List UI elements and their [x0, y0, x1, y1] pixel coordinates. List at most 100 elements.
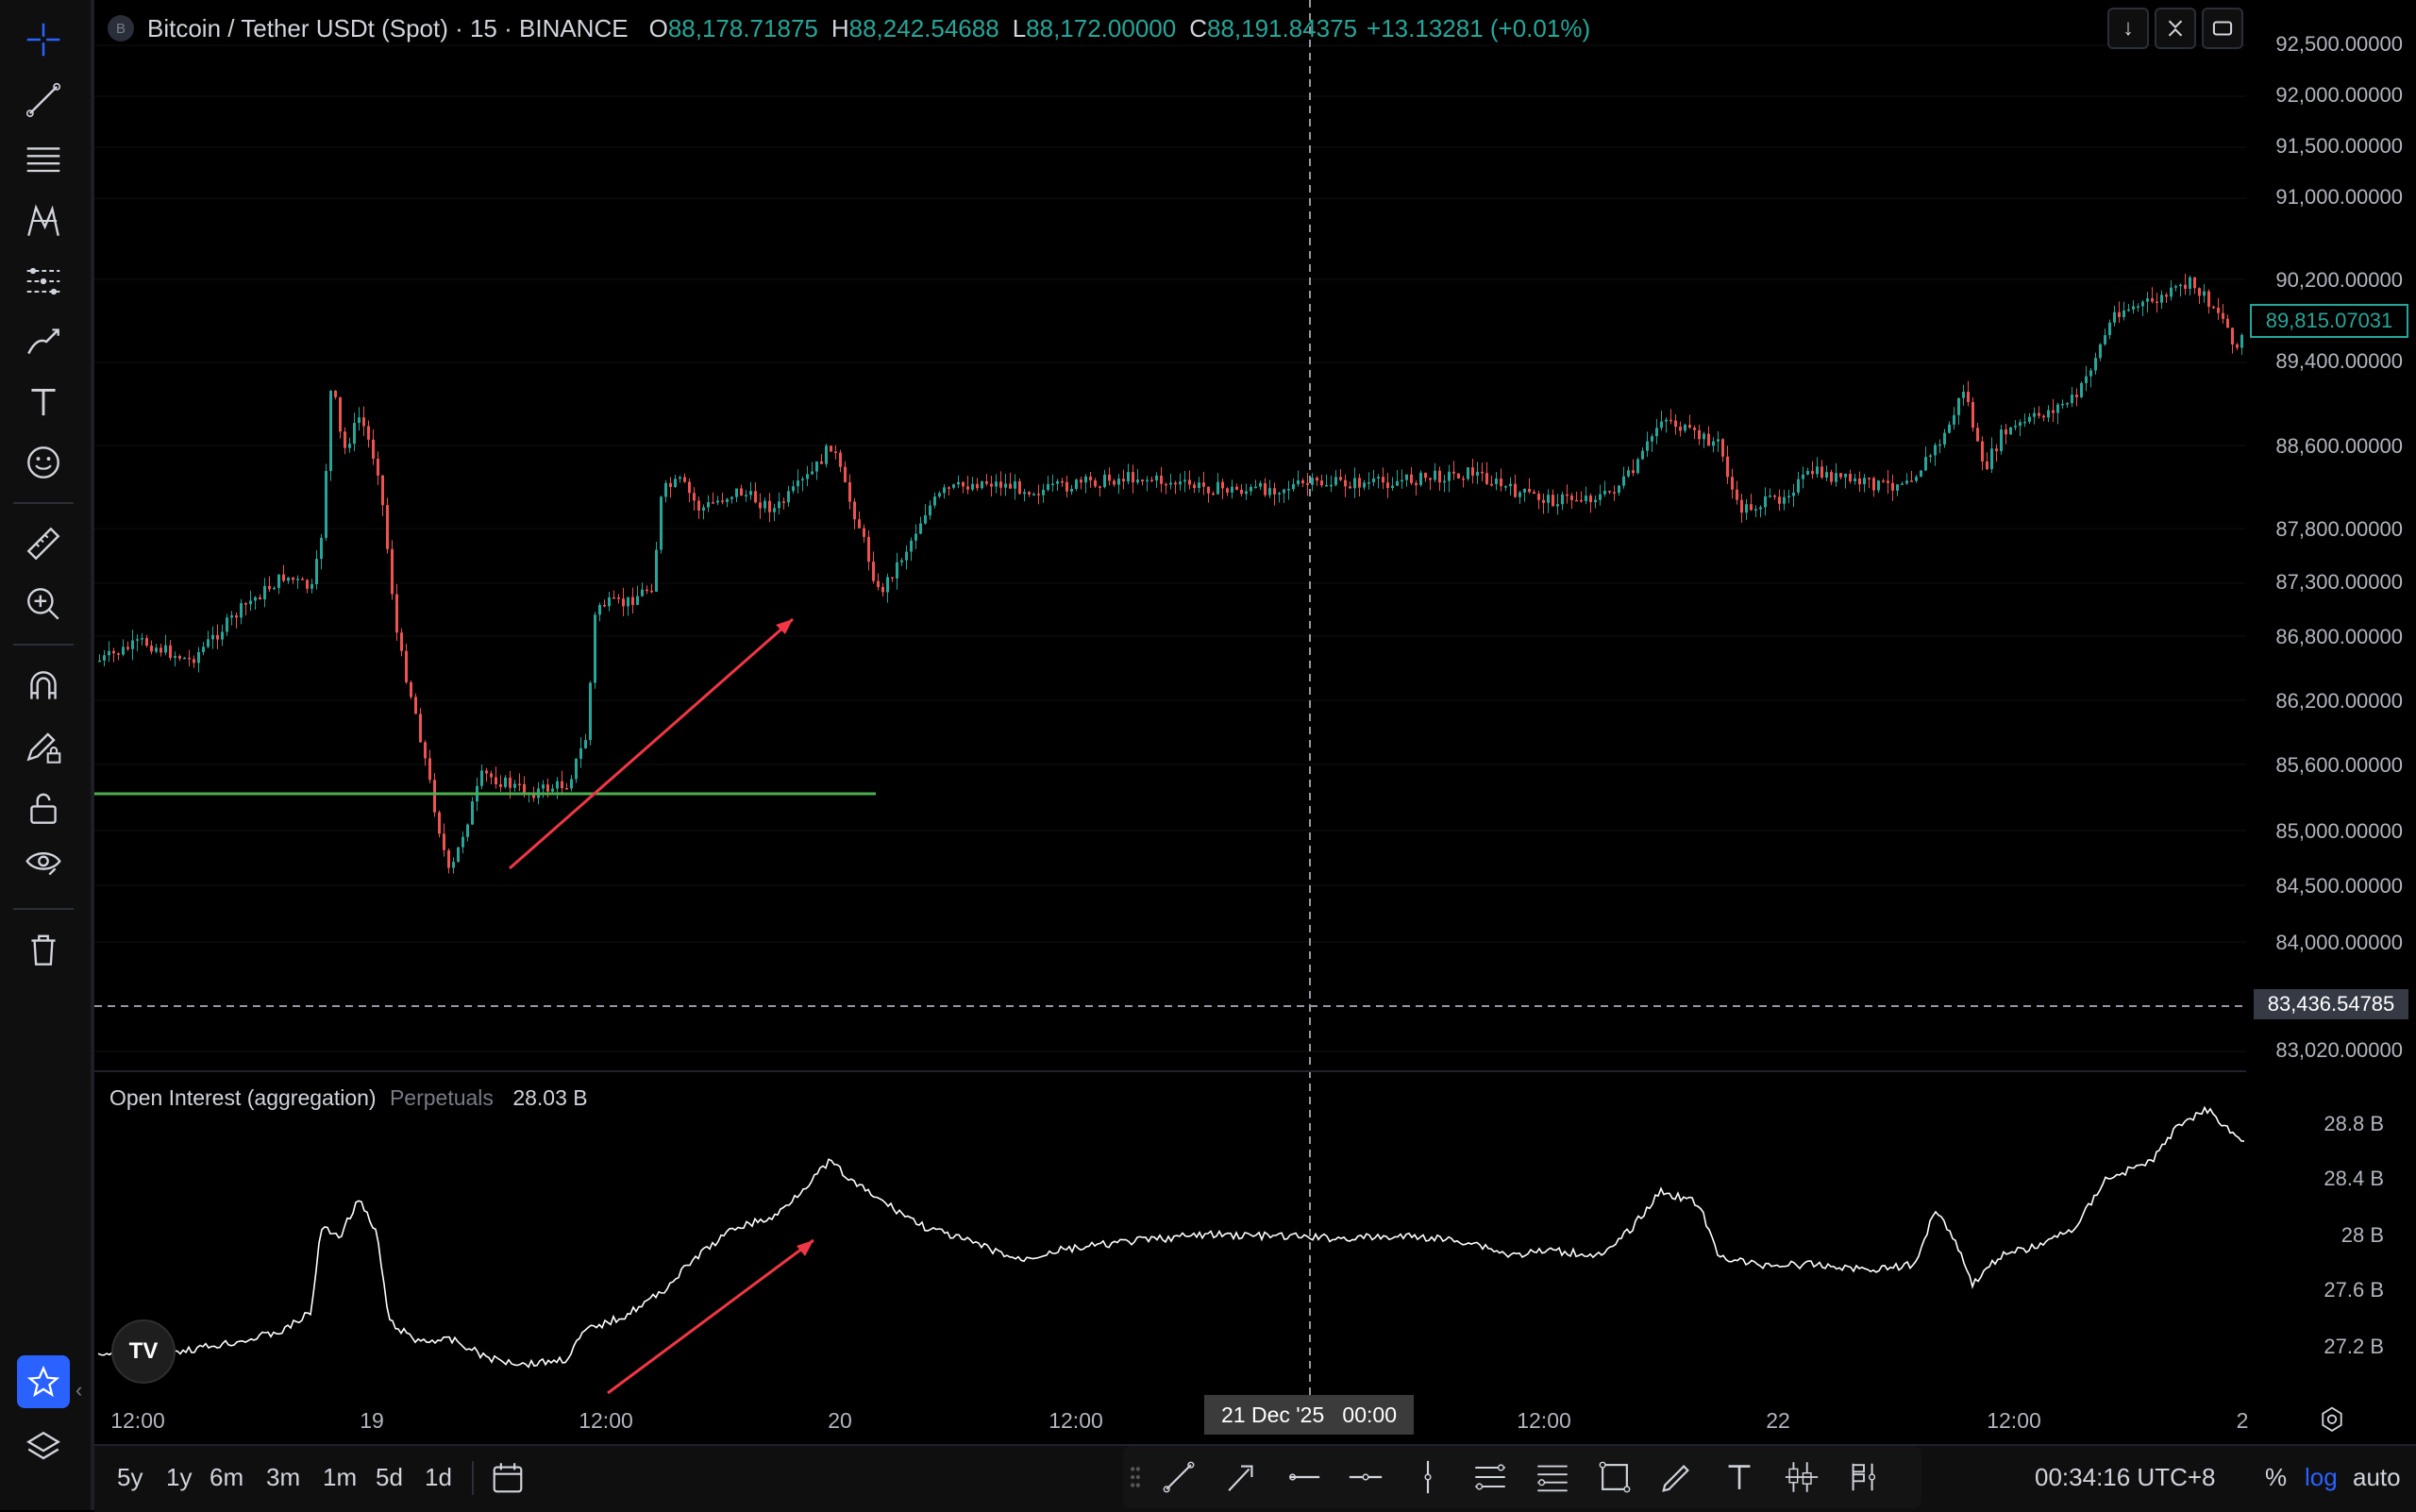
candle-body	[1424, 472, 1427, 479]
range-5y-button[interactable]: 5y	[117, 1463, 143, 1491]
go-to-date-icon[interactable]	[489, 1459, 527, 1497]
pane-separator[interactable]	[94, 1070, 2246, 1072]
collapse-icon	[2168, 20, 2183, 37]
crosshair-tool[interactable]	[13, 13, 74, 66]
trash-icon	[31, 934, 56, 966]
candle-body	[1136, 479, 1139, 483]
candle-body	[1938, 444, 1941, 446]
candle-body	[976, 483, 979, 489]
rectangle-button[interactable]	[1593, 1455, 1636, 1499]
high-value: 88,242.54688	[848, 13, 999, 42]
price-axis[interactable]: 92,500.00000 92,000.00000 91,500.00000 9…	[2246, 0, 2416, 1076]
collapse-pane-button[interactable]	[2155, 8, 2196, 49]
symbol-title[interactable]: Bitcoin / Tether USDt (Spot) · 15 · BINA…	[147, 13, 629, 42]
vertical-line-button[interactable]	[1406, 1455, 1450, 1499]
candle-body	[1150, 479, 1153, 481]
log-scale-toggle[interactable]: log	[2305, 1463, 2338, 1491]
object-tree-button[interactable]	[13, 1421, 74, 1474]
candle-body	[438, 812, 441, 834]
candle-body	[1467, 467, 1469, 479]
range-1y-button[interactable]: 1y	[166, 1463, 193, 1491]
range-3m-button[interactable]: 3m	[266, 1463, 301, 1491]
candle-body	[1698, 429, 1701, 440]
oi-axis[interactable]: 28.8 B 28.4 B 28 B 27.6 B 27.2 B	[2246, 1076, 2416, 1397]
forecast-tool[interactable]	[13, 255, 74, 308]
maximize-pane-button[interactable]	[2202, 8, 2243, 49]
percent-scale-toggle[interactable]: %	[2265, 1463, 2288, 1491]
range-6m-button[interactable]: 6m	[210, 1463, 244, 1491]
candle-body	[1443, 480, 1446, 483]
range-1m-button[interactable]: 1m	[323, 1463, 358, 1491]
axis-settings-icon[interactable]	[2316, 1404, 2348, 1436]
range-5d-button[interactable]: 5d	[376, 1463, 403, 1491]
candle-body	[782, 501, 785, 503]
candle-body	[792, 486, 795, 492]
auto-scale-toggle[interactable]: auto	[2353, 1463, 2401, 1491]
trend-line-button[interactable]	[1157, 1455, 1200, 1499]
brush-tool[interactable]	[13, 315, 74, 368]
oi-subtitle: Perpetuals	[389, 1085, 494, 1110]
candle-body	[1325, 485, 1328, 487]
measure-tool[interactable]	[13, 517, 74, 570]
chart-canvas[interactable]	[94, 0, 2416, 1444]
close-value: 88,191.84375	[1206, 13, 1358, 42]
candle-body	[2146, 298, 2149, 302]
candle-body	[259, 596, 261, 600]
symbol-legend[interactable]: B Bitcoin / Tether USDt (Spot) · 15 · BI…	[108, 11, 1600, 45]
candle-body	[1811, 471, 1814, 475]
candle-body	[1613, 492, 1616, 494]
candle-body	[428, 758, 431, 781]
trend-line-tool[interactable]	[13, 74, 74, 126]
text-tool[interactable]	[13, 376, 74, 428]
favorites-button[interactable]	[17, 1355, 70, 1408]
pattern-tool[interactable]	[13, 194, 74, 247]
magnet-tool[interactable]	[13, 661, 74, 714]
candle-body	[372, 439, 375, 460]
emoji-tool[interactable]	[13, 436, 74, 489]
zoom-in-tool[interactable]	[13, 578, 74, 630]
magnet-icon	[30, 671, 57, 699]
drag-handle[interactable]	[1127, 1455, 1144, 1499]
candle-body	[2222, 312, 2224, 319]
collapse-toolbar-button[interactable]: ‹	[76, 1378, 83, 1402]
candle-body	[1089, 476, 1092, 480]
candle-body	[1820, 466, 1823, 478]
trend-arrow-drawing-price	[509, 617, 794, 870]
remove-drawings-tool[interactable]	[13, 923, 74, 976]
oi-legend[interactable]: Open Interest (aggregation) Perpetuals 2…	[109, 1085, 588, 1111]
candle-body	[1953, 414, 1955, 425]
arrow-button[interactable]	[1219, 1455, 1263, 1499]
candle-body	[2075, 395, 2078, 397]
fib-extension-button[interactable]	[1531, 1455, 1574, 1499]
range-1d-button[interactable]: 1d	[425, 1463, 452, 1491]
horizontal-ray-button[interactable]	[1282, 1455, 1325, 1499]
candle-body	[1929, 455, 1932, 458]
candle-body	[499, 784, 502, 787]
candle-body	[669, 482, 672, 487]
brush-button[interactable]	[1655, 1455, 1699, 1499]
time-axis[interactable]: 12:00 19 12:00 20 12:00 12:00 22 12:00 2	[94, 1397, 2416, 1444]
text-icon	[31, 389, 56, 416]
oi-axis-label: 28.4 B	[2324, 1167, 2384, 1190]
lock-all-tool[interactable]	[13, 781, 74, 834]
text-button[interactable]	[1718, 1455, 1761, 1499]
date-range-button[interactable]	[1842, 1455, 1886, 1499]
hide-drawings-tool[interactable]	[13, 836, 74, 889]
clock-timezone[interactable]: 00:34:16 UTC+8	[2035, 1463, 2216, 1491]
candle-body	[990, 483, 993, 487]
price-axis-label: 85,000.00000	[2275, 819, 2403, 843]
tradingview-logo[interactable]: TV	[111, 1319, 176, 1384]
candle-body	[244, 603, 247, 605]
candle-body	[207, 639, 210, 647]
scroll-down-button[interactable]: ↓	[2107, 8, 2149, 49]
horizontal-line-button[interactable]	[1344, 1455, 1387, 1499]
candle-body	[948, 487, 950, 489]
long-position-button[interactable]	[1780, 1455, 1823, 1499]
candle-body	[679, 477, 681, 479]
lock-drawing-tool[interactable]	[13, 721, 74, 774]
candle-body	[1882, 480, 1885, 482]
candle-body	[1462, 478, 1465, 480]
fib-retracement-tool[interactable]	[13, 134, 74, 187]
fib-retracement-button[interactable]	[1468, 1455, 1512, 1499]
candle-body	[410, 681, 412, 697]
